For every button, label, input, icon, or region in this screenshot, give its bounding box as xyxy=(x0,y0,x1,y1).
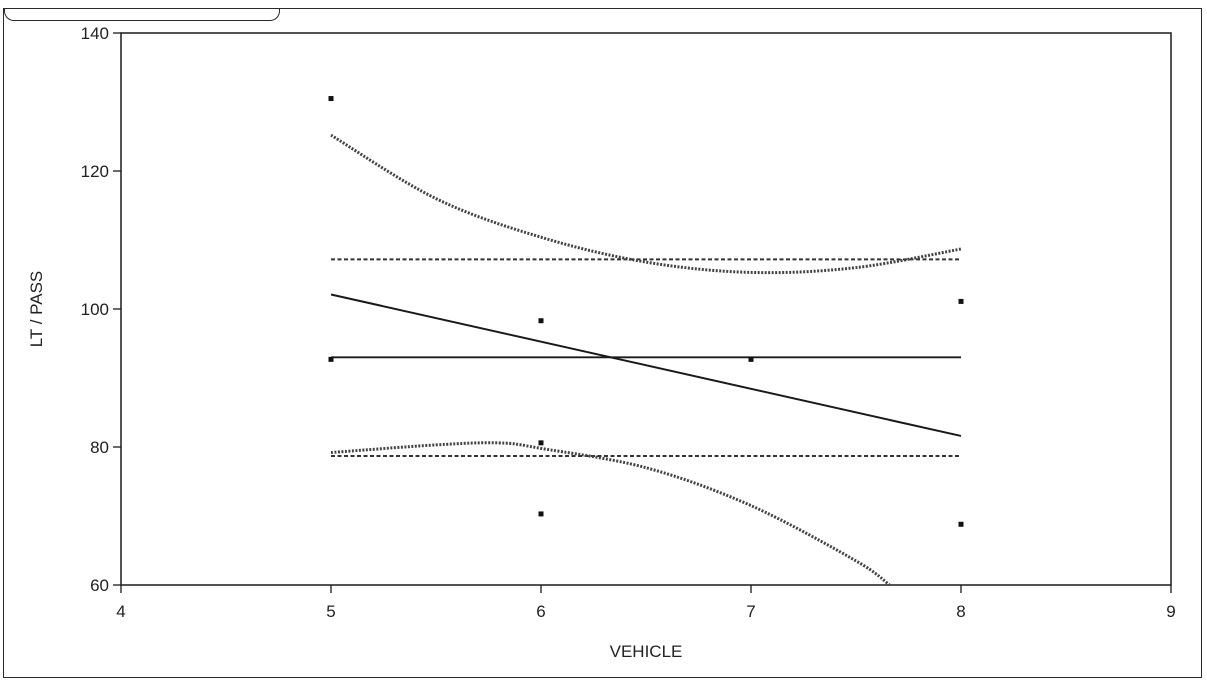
data-point xyxy=(538,511,544,517)
confidence-upper-curve xyxy=(330,133,962,275)
data-point xyxy=(748,356,754,362)
data-point xyxy=(538,318,544,324)
x-tick-label: 5 xyxy=(326,602,335,621)
plot-area xyxy=(120,32,1172,586)
y-tick-label: 60 xyxy=(90,576,109,595)
x-tick-label: 4 xyxy=(116,602,125,621)
y-axis-title: LT / PASS xyxy=(27,271,46,348)
x-axis-title: VEHICLE xyxy=(610,642,683,661)
y-tick-label: 120 xyxy=(81,162,109,181)
x-tick-label: 8 xyxy=(956,602,965,621)
y-tick-label: 80 xyxy=(90,438,109,457)
data-point xyxy=(958,521,964,527)
data-point xyxy=(328,96,334,102)
regression-line xyxy=(330,293,962,437)
data-point xyxy=(328,356,334,362)
x-tick-label: 6 xyxy=(536,602,545,621)
y-tick-label: 100 xyxy=(81,300,109,319)
data-point xyxy=(538,440,544,446)
chart-frame xyxy=(3,8,1202,678)
x-tick-label: 9 xyxy=(1166,602,1175,621)
data-point xyxy=(958,298,964,304)
y-tick-label: 140 xyxy=(81,24,109,43)
confidence-lower-curve xyxy=(330,441,891,587)
x-tick-label: 7 xyxy=(746,602,755,621)
